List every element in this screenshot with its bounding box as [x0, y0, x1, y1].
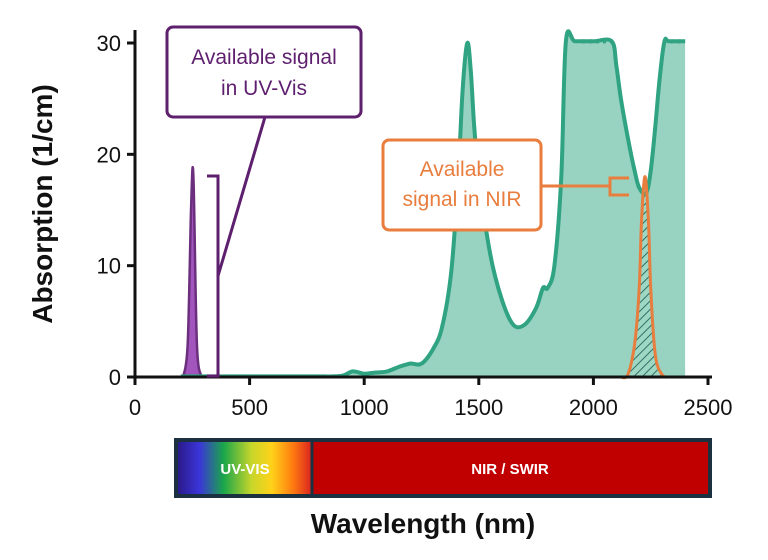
x-tick-label: 0	[129, 395, 141, 420]
ticks: 0 500 1000 1500 2000 2500 0 10 20 30	[97, 31, 733, 420]
nir-callout: Available signal in NIR	[381, 138, 629, 232]
x-axis-title: Wavelength (nm)	[311, 508, 536, 539]
uv-vis-callout-box	[165, 25, 363, 119]
x-tick-label: 2000	[569, 395, 618, 420]
uv-vis-peak-fill	[183, 167, 202, 377]
x-tick-label: 500	[231, 395, 268, 420]
y-tick-label: 20	[97, 142, 121, 167]
nir-callout-line1: Available	[420, 158, 505, 181]
series-layer	[180, 29, 686, 380]
uv-vis-bracket	[207, 174, 220, 378]
nir-bracket	[608, 176, 629, 197]
x-tick-label: 2500	[684, 395, 733, 420]
y-tick-label: 0	[109, 365, 121, 390]
band-bar-border	[174, 438, 712, 498]
uv-vis-callout: Available signal in UV-Vis	[165, 25, 363, 378]
nir-swir-band-label: NIR / SWIR	[471, 461, 549, 478]
x-tick-label: 1500	[454, 395, 503, 420]
uv-vis-callout-line2: in UV-Vis	[221, 77, 307, 100]
absorption-area-fill	[180, 31, 686, 378]
wavelength-band-bar: UV-VIS NIR / SWIR	[174, 438, 712, 498]
y-tick-label: 10	[97, 254, 121, 279]
nir-swir-band	[312, 442, 708, 494]
y-tick-label: 30	[97, 31, 121, 56]
absorption-line	[180, 29, 686, 379]
nir-callout-line2: signal in NIR	[402, 188, 521, 211]
nir-callout-box	[381, 138, 543, 232]
uv-vis-band	[178, 442, 312, 494]
axes	[133, 30, 712, 379]
uv-vis-leader-line	[216, 116, 267, 277]
uv-vis-band-label: UV-VIS	[220, 461, 269, 478]
uv-vis-peak-line	[181, 166, 203, 378]
nir-peak-line	[620, 175, 670, 380]
nir-peak-fill	[620, 176, 669, 378]
uv-vis-callout-line1: Available signal	[191, 46, 337, 69]
x-tick-label: 1000	[340, 395, 389, 420]
y-axis-title: Absorption (1/cm)	[27, 84, 58, 324]
